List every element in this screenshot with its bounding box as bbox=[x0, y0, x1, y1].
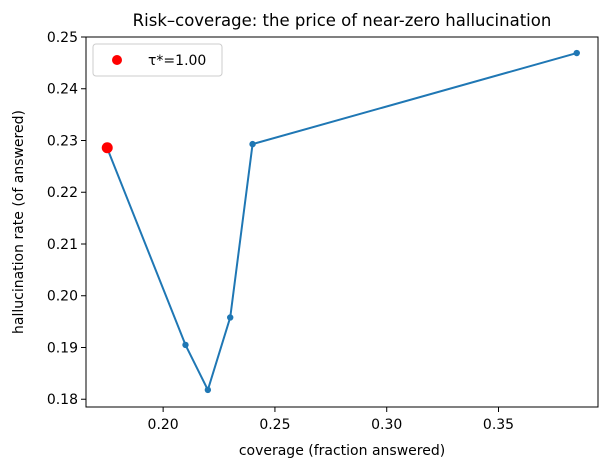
x-tick-label: 0.25 bbox=[259, 417, 290, 433]
series-layer bbox=[104, 49, 580, 394]
highlight-layer bbox=[101, 142, 113, 154]
y-axis-label: hallucination rate (of answered) bbox=[11, 110, 27, 334]
y-tick-label: 0.22 bbox=[47, 185, 78, 201]
data-point bbox=[182, 341, 189, 349]
x-tick-label: 0.20 bbox=[148, 417, 179, 433]
y-tick-label: 0.21 bbox=[47, 237, 78, 253]
y-tick-label: 0.25 bbox=[47, 30, 78, 46]
y-tick-label: 0.18 bbox=[47, 392, 78, 408]
x-tick-label: 0.30 bbox=[371, 417, 402, 433]
legend-label: τ*=1.00 bbox=[148, 53, 206, 69]
x-axis-label: coverage (fraction answered) bbox=[239, 443, 445, 459]
y-axis-ticks: 0.18 0.19 0.20 0.21 0.22 0.23 0.24 0.25 bbox=[47, 30, 86, 408]
legend: τ*=1.00 bbox=[92, 43, 223, 77]
legend-box bbox=[92, 43, 223, 77]
x-tick-label: 0.35 bbox=[483, 417, 514, 433]
plot-area-frame bbox=[85, 36, 599, 408]
data-point bbox=[249, 140, 256, 148]
y-tick-label: 0.19 bbox=[47, 340, 78, 356]
data-point bbox=[204, 386, 212, 394]
data-point bbox=[227, 314, 234, 321]
data-point bbox=[573, 49, 580, 57]
highlight-point bbox=[101, 142, 113, 154]
legend-marker-icon bbox=[112, 55, 122, 65]
y-tick-label: 0.20 bbox=[47, 289, 78, 305]
series-line bbox=[106, 52, 578, 391]
y-tick-label: 0.24 bbox=[47, 82, 78, 98]
x-axis-ticks: 0.20 0.25 0.30 0.35 bbox=[148, 407, 514, 433]
y-tick-label: 0.23 bbox=[47, 133, 78, 149]
chart-title: Risk–coverage: the price of near-zero ha… bbox=[133, 11, 552, 30]
